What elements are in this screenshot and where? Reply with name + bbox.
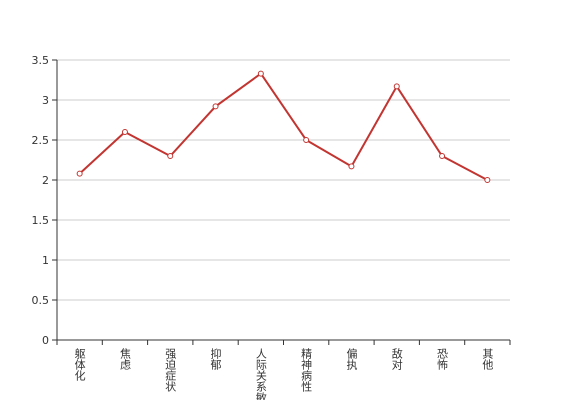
y-tick-label: 3 [42,94,49,107]
y-tick-label: 1 [42,254,49,267]
y-tick-label: 1.5 [32,214,50,227]
x-tick-label: 强迫症状 [164,348,177,392]
point [484,177,491,183]
point [393,83,400,90]
y-tick-label: 2.5 [32,134,50,147]
y-tick-label: 2 [42,174,49,187]
point [167,153,174,159]
line [78,72,488,181]
x-tick-label: 敌对 [390,347,403,370]
x-tick-label: 恐怖 [436,348,449,370]
y-tick-label: 3.5 [32,54,50,67]
y-tick-label: 0 [42,334,49,347]
point [76,170,83,177]
x-tick-label: 偏执 [345,347,358,371]
x-tick-label: 焦虑 [118,348,131,370]
x-tick-label: 抑郁 [209,347,222,370]
point [212,103,219,110]
x-tick-label: 其他 [481,348,494,370]
x-tick-label: 精神病性 [300,348,313,393]
point [303,137,310,143]
x-tick-label: 躯体化 [73,348,86,382]
point [257,70,264,77]
point [439,153,446,159]
point [348,163,355,170]
point [121,129,128,135]
x-tick-label: 人际关系敏感 [254,348,267,400]
y-tick-label: 0.5 [32,294,50,307]
